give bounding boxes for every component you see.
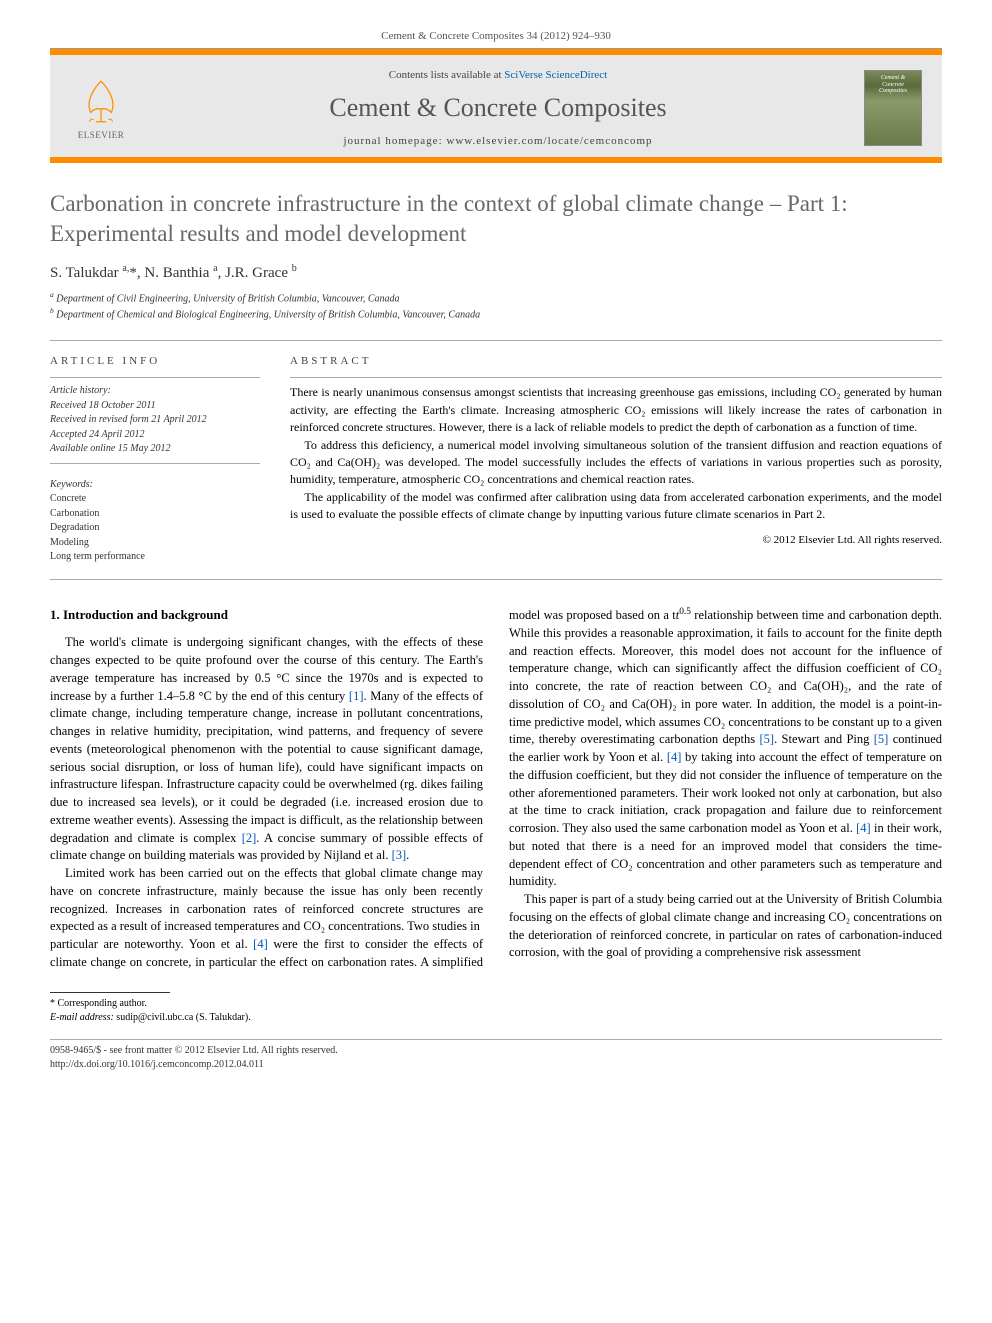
journal-name: Cement & Concrete Composites — [132, 93, 864, 123]
ref-4c[interactable]: [4] — [856, 821, 871, 835]
homepage-url[interactable]: www.elsevier.com/locate/cemconcomp — [446, 135, 652, 147]
body-p2: Limited work has been carried out on the… — [50, 865, 483, 936]
orange-bar-bottom — [50, 157, 942, 163]
history-received: Received 18 October 2011 — [50, 399, 260, 414]
keyword-3: Modeling — [50, 536, 260, 551]
body-p1b: . Many of the effects of climate change,… — [50, 689, 483, 845]
ref-5a[interactable]: [5] — [760, 732, 775, 746]
corresp-suffix: (S. Talukdar). — [193, 1012, 250, 1023]
sciencedirect-link[interactable]: SciVerse ScienceDirect — [504, 69, 607, 81]
history-online: Available online 15 May 2012 — [50, 442, 260, 457]
meta-columns: ARTICLE INFO Article history: Received 1… — [50, 355, 942, 565]
footer-line-1: 0958-9465/$ - see front matter © 2012 El… — [50, 1044, 942, 1058]
cover-text-3: Composites — [879, 88, 907, 95]
history-accepted: Accepted 24 April 2012 — [50, 428, 260, 443]
journal-header: ELSEVIER Contents lists available at Sci… — [50, 55, 942, 157]
kw-rule-top — [50, 463, 260, 464]
abstract-p3: The applicability of the model was confi… — [290, 489, 942, 524]
affiliation-b: b Department of Chemical and Biological … — [50, 306, 942, 322]
elsevier-tree-icon — [75, 76, 127, 128]
publisher-name: ELSEVIER — [78, 130, 125, 140]
abstract-p1: There is nearly unanimous consensus amon… — [290, 384, 942, 436]
ref-4a[interactable]: [4] — [253, 937, 268, 951]
keyword-4: Long term performance — [50, 550, 260, 565]
keywords-block: Keywords: Concrete Carbonation Degradati… — [50, 478, 260, 565]
article-info-label: ARTICLE INFO — [50, 355, 260, 367]
copyright-line: © 2012 Elsevier Ltd. All rights reserved… — [290, 534, 942, 546]
article-title: Carbonation in concrete infrastructure i… — [50, 189, 942, 249]
ref-3[interactable]: [3] — [392, 848, 407, 862]
meta-rule-top — [50, 340, 942, 341]
homepage-line: journal homepage: www.elsevier.com/locat… — [132, 135, 864, 147]
info-rule — [50, 377, 260, 378]
keyword-1: Carbonation — [50, 507, 260, 522]
body-p3c: relationship between time and carbonatio… — [509, 608, 942, 746]
abstract-column: ABSTRACT There is nearly unanimous conse… — [290, 355, 942, 565]
email-label: E-mail address: — [50, 1012, 116, 1023]
section-heading-1: 1. Introduction and background — [50, 606, 483, 624]
body-text: 1. Introduction and background The world… — [50, 606, 942, 972]
keyword-0: Concrete — [50, 492, 260, 507]
history-revised: Received in revised form 21 April 2012 — [50, 413, 260, 428]
cover-text-2: Concrete — [882, 82, 904, 89]
affiliation-a: a Department of Civil Engineering, Unive… — [50, 290, 942, 306]
affiliation-a-text: Department of Civil Engineering, Univers… — [56, 293, 399, 304]
footer-rule — [50, 992, 170, 993]
ref-2[interactable]: [2] — [242, 831, 257, 845]
ref-1[interactable]: [1] — [349, 689, 364, 703]
corresp-marker: * Corresponding author. — [50, 997, 942, 1011]
history-block: Article history: Received 18 October 201… — [50, 384, 260, 457]
homepage-prefix: journal homepage: — [343, 135, 446, 147]
header-center: Contents lists available at SciVerse Sci… — [132, 69, 864, 147]
history-label: Article history: — [50, 384, 260, 399]
contents-line: Contents lists available at SciVerse Sci… — [132, 69, 864, 81]
ref-5b[interactable]: [5] — [874, 732, 889, 746]
bottom-rule — [50, 1039, 942, 1040]
contents-prefix: Contents lists available at — [389, 69, 504, 81]
body-p1d: . — [406, 848, 409, 862]
exp-05: 0.5 — [679, 607, 691, 617]
affiliation-b-text: Department of Chemical and Biological En… — [56, 309, 480, 320]
abstract-text: There is nearly unanimous consensus amon… — [290, 384, 942, 523]
corresp-email[interactable]: sudip@civil.ubc.ca — [116, 1012, 193, 1023]
journal-cover-thumb: Cement & Concrete Composites — [864, 70, 922, 146]
abstract-rule — [290, 377, 942, 378]
abstract-p2: To address this deficiency, a numerical … — [290, 437, 942, 489]
body-p3a: particular are noteworthy. Yoon et al. — [50, 937, 253, 951]
body-p4: This paper is part of a study being carr… — [509, 891, 942, 962]
footer-line-2[interactable]: http://dx.doi.org/10.1016/j.cemconcomp.2… — [50, 1058, 942, 1072]
ref-4b[interactable]: [4] — [667, 750, 682, 764]
keyword-2: Degradation — [50, 521, 260, 536]
abstract-label: ABSTRACT — [290, 355, 942, 367]
body-rule — [50, 579, 942, 580]
corresponding-author: * Corresponding author. E-mail address: … — [50, 997, 942, 1025]
authors-line: S. Talukdar a,*, N. Banthia a, J.R. Grac… — [50, 263, 942, 282]
article-info-column: ARTICLE INFO Article history: Received 1… — [50, 355, 260, 565]
body-p3d: . Stewart and Ping — [774, 732, 874, 746]
cover-text-1: Cement & — [881, 75, 906, 82]
publisher-logo: ELSEVIER — [70, 73, 132, 143]
citation-line: Cement & Concrete Composites 34 (2012) 9… — [50, 30, 942, 42]
keywords-label: Keywords: — [50, 478, 260, 493]
body-p1: The world's climate is undergoing signif… — [50, 634, 483, 865]
